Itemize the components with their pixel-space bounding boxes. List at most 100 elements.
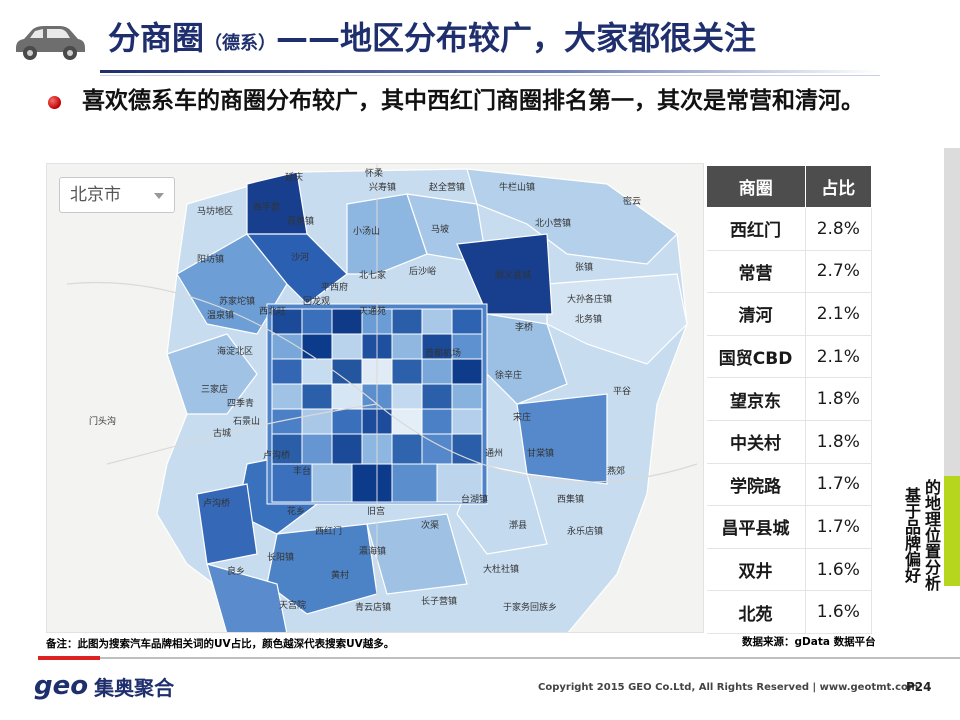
side-bar-accent (944, 476, 960, 586)
title-main: 分商圈 (108, 19, 205, 57)
table-cell-name: 昌平县城 (706, 505, 806, 549)
map-label: 阳坊镇 (197, 255, 225, 265)
page-number: P24 (906, 680, 932, 694)
chevron-down-icon (154, 193, 164, 199)
map-label: 黄村 (331, 571, 350, 581)
table-row: 国贸CBD 2.1% (706, 335, 873, 379)
side-bar (944, 148, 960, 476)
map-label: 怀柔 (365, 169, 384, 179)
table-cell-name: 双井 (706, 548, 806, 592)
map-label: 台湖镇 (461, 495, 489, 505)
map-label: 丰台 (293, 467, 312, 477)
table-row: 学院路 1.7% (706, 463, 873, 507)
table-cell-name: 中关村 (706, 420, 806, 464)
table-cell-value: 1.6% (805, 548, 873, 592)
map-label: 长阳镇 (267, 553, 295, 563)
map-label: 平西府 (321, 283, 349, 293)
map-label: 兴寿镇 (369, 183, 397, 193)
map-label: 卢沟桥 (203, 499, 231, 509)
table-cell-value: 1.6% (805, 590, 873, 634)
map-label: 古城 (213, 429, 232, 439)
map-label: 李桥 (515, 323, 534, 333)
table-cell-value: 2.1% (805, 292, 873, 336)
table-header-row: 商圈 占比 (706, 165, 873, 208)
map-label: 通州 (485, 449, 504, 459)
map-label: 石景山 (233, 417, 261, 427)
map-label: 天通苑 (359, 307, 387, 317)
map-label: 西北旺 (259, 307, 287, 317)
footer-accent (38, 656, 100, 660)
map-label: 三家店 (201, 385, 229, 395)
footer-divider (100, 657, 960, 659)
side-label-line2: 基于品牌偏好 (904, 486, 921, 585)
side-label-line1: 的地理位置分析 (924, 478, 941, 593)
map-label: 延庆 (285, 173, 304, 183)
bullet-text: 喜欢德系车的商圈分布较广，其中西红门商圈排名第一，其次是常营和清河。 (82, 88, 864, 114)
city-select-value: 北京市 (70, 185, 121, 205)
ranking-table: 商圈 占比 西红门 2.8% 常营 2.7% 清河 2.1% 国贸CBD 2.1% 望京… (706, 165, 873, 634)
table-cell-value: 1.7% (805, 505, 873, 549)
map-label: 苏家坨镇 (219, 297, 256, 307)
map-label: 北七家 (359, 271, 387, 281)
table-cell-value: 1.8% (805, 377, 873, 421)
map-label: 北小营镇 (535, 219, 572, 229)
map-label: 回龙观 (303, 297, 331, 307)
map-label: 燕郊 (607, 467, 626, 477)
map-label: 马坊地区 (197, 207, 234, 217)
map-label: 首都机场 (425, 349, 462, 359)
table-row: 中关村 1.8% (706, 420, 873, 464)
map-label: 小汤山 (353, 227, 381, 237)
beijing-heat-map[interactable]: 北京市 延庆 怀柔 兴寿镇 赵全营镇 牛栏山镇 马坊地区 西手营 小汤山 马坡 … (46, 163, 704, 633)
page-title: 分商圈（德系）——地区分布较广，大家都很关注 (108, 12, 756, 64)
table-row: 西红门 2.8% (706, 207, 873, 251)
map-label: 卢沟桥 (263, 451, 291, 461)
city-select[interactable]: 北京市 (59, 177, 175, 213)
map-label: 甘棠镇 (527, 449, 555, 459)
map-label: 大杜社镇 (483, 565, 520, 575)
map-label: 漷县 (509, 521, 528, 531)
table-row: 双井 1.6% (706, 548, 873, 592)
table-cell-name: 学院路 (706, 463, 806, 507)
map-label: 长子营镇 (421, 597, 458, 607)
map-label: 天宫院 (279, 601, 307, 611)
header-divider (100, 70, 880, 73)
table-row: 昌平县城 1.7% (706, 505, 873, 549)
table-cell-value: 2.7% (805, 250, 873, 294)
map-label: 密云 (623, 197, 642, 207)
logo-geo-text: geo (34, 671, 89, 701)
table-cell-name: 国贸CBD (706, 335, 806, 379)
table-cell-name: 北苑 (706, 590, 806, 634)
table-cell-value: 2.8% (805, 207, 873, 251)
logo-cn-text: 集奥聚合 (94, 675, 175, 700)
table-cell-name: 常营 (706, 250, 806, 294)
map-label: 顺义县城 (495, 271, 532, 281)
table-cell-name: 清河 (706, 292, 806, 336)
map-label: 于家务回族乡 (503, 603, 558, 613)
map-label: 马坡 (431, 225, 450, 235)
map-label: 良乡 (227, 567, 246, 577)
table-cell-name: 西红门 (706, 207, 806, 251)
data-source: 数据来源：gData 数据平台 (742, 636, 876, 648)
map-label: 门头沟 (89, 417, 117, 427)
header-divider-thin (100, 75, 880, 76)
map-label: 百善镇 (287, 217, 315, 227)
copyright: Copyright 2015 GEO Co.Ltd, All Rights Re… (538, 682, 919, 693)
table-row: 常营 2.7% (706, 250, 873, 294)
bullet-icon (48, 96, 61, 109)
map-label: 四季青 (227, 399, 255, 409)
table-row: 北苑 1.6% (706, 590, 873, 634)
map-label: 牛栏山镇 (499, 183, 536, 193)
map-regions (47, 164, 703, 632)
column-header: 商圈 (706, 165, 806, 208)
car-icon (16, 26, 85, 60)
table-row: 望京东 1.8% (706, 377, 873, 421)
table-cell-value: 2.1% (805, 335, 873, 379)
geo-logo: geo 集奥聚合 (34, 668, 174, 704)
map-label: 宋庄 (513, 413, 532, 423)
map-label: 西红门 (315, 527, 343, 537)
map-label: 青云店镇 (355, 603, 392, 613)
title-sub: （德系） (204, 33, 277, 54)
map-label: 海淀北区 (217, 347, 254, 357)
footnote: 备注：此图为搜索汽车品牌相关词的UV占比，颜色越深代表搜索UV越多。 (46, 638, 395, 650)
map-label: 西手营 (253, 203, 281, 213)
